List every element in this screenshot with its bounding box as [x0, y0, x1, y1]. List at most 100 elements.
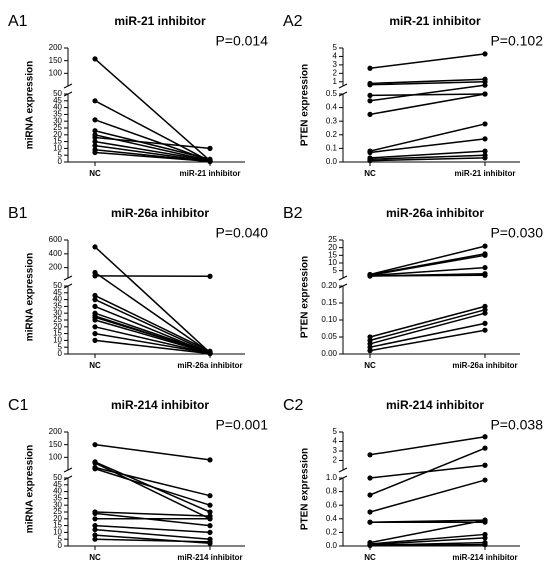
y-axis-label: miRNA expression: [25, 253, 36, 342]
point: [482, 244, 487, 249]
y-tick-label: 200: [49, 427, 63, 436]
chart-title: miR-214 inhibitor: [111, 398, 209, 412]
y-axis-label: PTEN expression: [300, 448, 311, 530]
y-tick-label: 100: [49, 68, 63, 77]
pair-line: [370, 94, 485, 114]
pair-line: [370, 448, 485, 495]
y-tick-label: 200: [49, 43, 63, 52]
point: [482, 518, 487, 523]
point: [92, 442, 97, 447]
y-tick-label: 3: [333, 60, 338, 69]
annotation: P=0.040: [215, 225, 268, 241]
point: [207, 503, 212, 508]
point: [92, 511, 97, 516]
y-tick-label: 0.8: [326, 487, 338, 496]
pair-line: [95, 138, 210, 149]
y-tick-label: 3: [333, 446, 338, 455]
pair-line: [370, 85, 485, 101]
point: [482, 265, 487, 270]
x-tick-label: NC: [364, 553, 376, 562]
point: [92, 324, 97, 329]
point: [367, 66, 372, 71]
pair-line: [95, 300, 210, 353]
x-tick-label: miR-26a inhibitor: [452, 361, 517, 370]
point: [367, 112, 372, 117]
point: [207, 457, 212, 462]
y-tick-label: 0.1: [326, 144, 338, 153]
y-tick-label: 0.15: [321, 298, 337, 307]
pair-line: [370, 480, 485, 512]
point: [92, 56, 97, 61]
x-tick-label: miR-214 inhibitor: [177, 553, 242, 562]
point: [482, 311, 487, 316]
panel-label: C2: [283, 397, 304, 414]
annotation: P=0.102: [490, 33, 543, 49]
point: [92, 98, 97, 103]
chart-title: miR-26a inhibitor: [386, 206, 484, 220]
point: [92, 537, 97, 542]
pair-line: [370, 306, 485, 337]
y-tick-label: 0.0: [326, 541, 338, 550]
y-tick-label: 10: [328, 258, 337, 267]
y-tick-label: 0.4: [326, 103, 338, 112]
point: [482, 463, 487, 468]
chart-title: miR-21 inhibitor: [389, 14, 481, 28]
annotation: P=0.014: [215, 33, 268, 49]
point: [367, 509, 372, 514]
y-tick-label: 0.2: [326, 528, 338, 537]
point: [367, 150, 372, 155]
pair-line: [370, 437, 485, 455]
y-tick-label: 100: [49, 452, 63, 461]
point: [367, 82, 372, 87]
x-tick-label: NC: [89, 553, 101, 562]
y-axis-label: miRNA expression: [25, 445, 36, 534]
point: [92, 304, 97, 309]
y-tick-label: 5: [333, 427, 338, 436]
point: [482, 434, 487, 439]
y-tick-label: 0.2: [326, 130, 338, 139]
y-tick-label: 150: [49, 56, 63, 65]
x-tick-label: miR-26a inhibitor: [177, 361, 242, 370]
y-tick-label: 1: [333, 77, 338, 86]
pair-line: [370, 54, 485, 68]
y-tick-label: 0.5: [326, 89, 338, 98]
y-tick-label: 150: [49, 440, 63, 449]
chart-title: miR-214 inhibitor: [386, 398, 484, 412]
y-tick-label: 0.4: [326, 514, 338, 523]
x-tick-label: NC: [364, 361, 376, 370]
point: [207, 523, 212, 528]
annotation: P=0.038: [490, 417, 543, 433]
point: [482, 121, 487, 126]
y-tick-label: 0.10: [321, 315, 337, 324]
point: [207, 351, 212, 356]
y-tick-label: 15: [328, 250, 337, 259]
point: [367, 158, 372, 163]
pair-line: [370, 330, 485, 350]
point: [482, 83, 487, 88]
point: [92, 516, 97, 521]
point: [92, 527, 97, 532]
point: [367, 520, 372, 525]
point: [367, 348, 372, 353]
point: [92, 117, 97, 122]
chart-title: miR-26a inhibitor: [111, 206, 209, 220]
panel-label: C1: [8, 397, 29, 414]
point: [92, 338, 97, 343]
point: [92, 331, 97, 336]
annotation: P=0.030: [490, 225, 543, 241]
y-axis-label: PTEN expression: [300, 256, 311, 338]
y-tick-label: 0.3: [326, 116, 338, 125]
point: [367, 492, 372, 497]
y-axis-label: PTEN expression: [300, 64, 311, 146]
x-tick-label: miR-21 inhibitor: [455, 169, 516, 178]
point: [367, 273, 372, 278]
y-tick-label: 5: [333, 43, 338, 52]
y-tick-label: 0.00: [321, 349, 337, 358]
annotation: P=0.001: [215, 417, 268, 433]
pair-line: [370, 94, 485, 95]
x-tick-label: miR-21 inhibitor: [180, 169, 241, 178]
point: [92, 317, 97, 322]
